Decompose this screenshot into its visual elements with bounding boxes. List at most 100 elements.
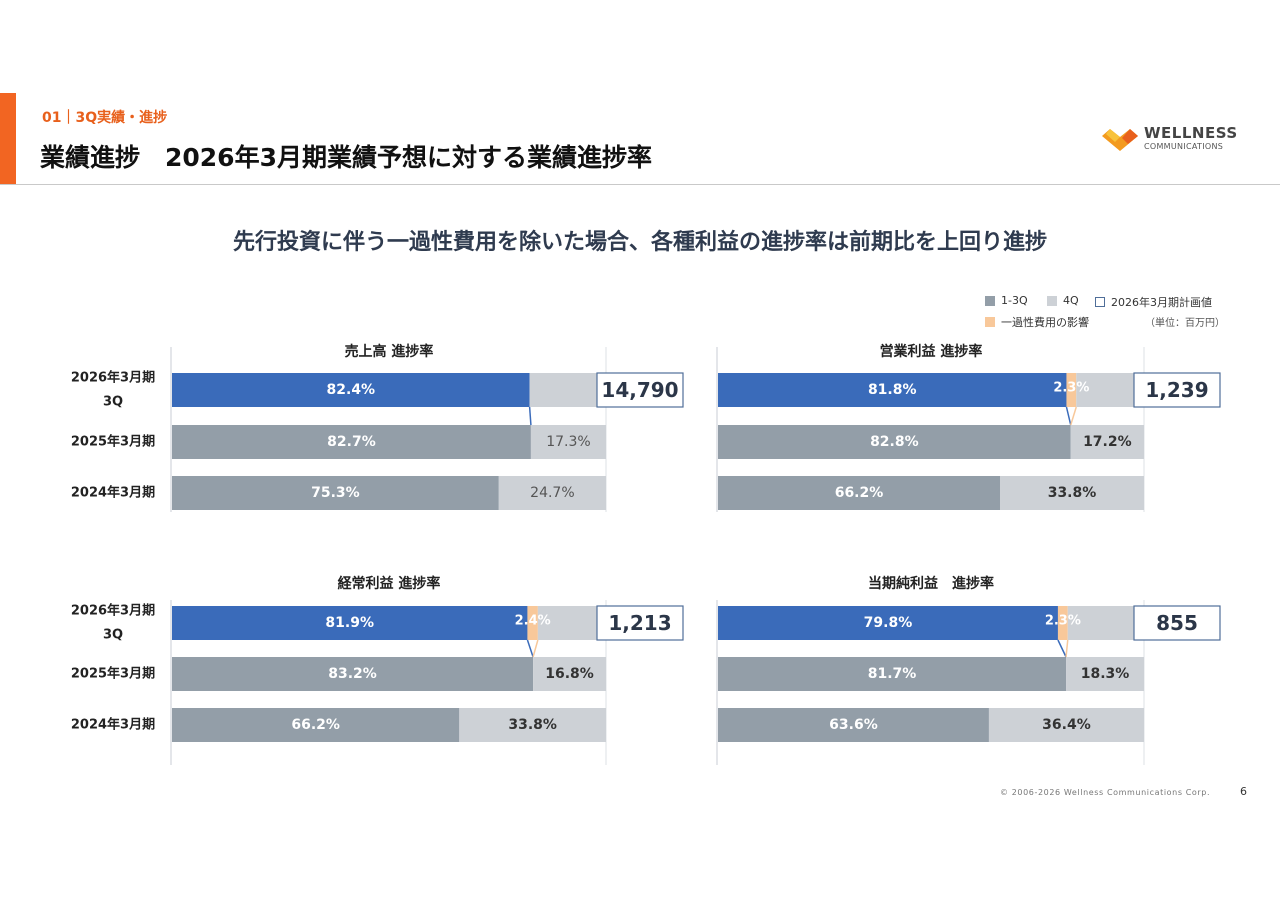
company-logo: WELLNESS COMMUNICATIONS: [1100, 124, 1250, 156]
plan-value-box: [1133, 372, 1221, 408]
logo-mark-icon: [1102, 129, 1138, 151]
headline: 先行投資に伴う一過性費用を除いた場合、各種利益の進捗率は前期比を上回り進捗: [232, 230, 1047, 255]
bar-4q: [1067, 606, 1144, 640]
chart-title: 経常利益 進捗率: [338, 575, 441, 592]
legend-swatch-q4: [1047, 295, 1057, 306]
bar-onetime-cost: [1057, 606, 1068, 640]
data-label-4q: 24.7%: [530, 485, 574, 501]
chart-title: 当期純利益 進捗率: [868, 575, 994, 592]
legend-label-onetime: 一過性費用の影響: [1001, 316, 1089, 329]
bar-1-3q: [172, 606, 528, 640]
category-label: 2024年3月期: [71, 485, 155, 501]
section-label: 01｜3Q実績・進捗: [42, 110, 168, 126]
logo-wordmark: WELLNESS: [1144, 124, 1238, 142]
legend-label-plan: 2026年3月期計画値: [1111, 296, 1212, 309]
legend-swatch-onetime: [985, 317, 995, 327]
data-label-onetime: 2.3%: [1053, 381, 1089, 396]
data-label-1-3q: 81.7%: [868, 666, 917, 682]
bar-onetime-cost: [1066, 373, 1077, 407]
data-label-1-3q: 81.9%: [325, 615, 374, 631]
data-label-1-3q: 81.8%: [868, 382, 917, 398]
bar-1-3q: [718, 708, 989, 742]
data-label-4q: 33.8%: [508, 717, 557, 733]
chart-title: 営業利益 進捗率: [880, 343, 983, 360]
bar-1-3q: [718, 657, 1067, 691]
data-label-onetime: 2.4%: [515, 614, 551, 629]
legend-item-q13: 1-3Q: [985, 294, 1028, 307]
connector-1-3q: [1065, 406, 1072, 426]
bar-4q: [530, 425, 606, 459]
bar-4q: [537, 606, 606, 640]
data-label-1-3q: 83.2%: [328, 666, 377, 682]
bar-1-3q: [718, 425, 1071, 459]
plan-value-label: 855: [1156, 611, 1198, 635]
data-label-onetime: 2.3%: [1045, 614, 1081, 629]
data-label-4q: 17.3%: [546, 434, 590, 450]
bar-1-3q: [718, 606, 1058, 640]
bar-1-3q: [172, 373, 530, 407]
bar-1-3q: [718, 373, 1067, 407]
bar-4q: [1066, 657, 1144, 691]
unit-label: （単位：百万円）: [1145, 318, 1225, 329]
bar-4q: [1076, 373, 1144, 407]
bar-1-3q: [172, 657, 534, 691]
connector-1-3q: [1057, 639, 1067, 658]
bar-4q: [533, 657, 606, 691]
category-label: 2026年3月期: [71, 370, 155, 386]
bar-onetime-cost: [527, 606, 538, 640]
plan-value-label: 1,213: [608, 611, 671, 635]
bar-4q: [529, 373, 606, 407]
legend-item-onetime: 一過性費用の影響: [985, 314, 1089, 330]
connector-1-3q: [528, 406, 532, 426]
bar-1-3q: [718, 476, 1001, 510]
bar-4q: [988, 708, 1144, 742]
page-title: 業績進捗 2026年3月期業績予想に対する業績進捗率: [40, 143, 652, 172]
data-label-4q: 16.8%: [545, 666, 594, 682]
connector-onetime: [532, 639, 539, 658]
data-label-4q: 17.2%: [1083, 434, 1132, 450]
bar-4q: [1070, 425, 1144, 459]
category-label: 2024年3月期: [71, 717, 155, 733]
connector-onetime: [1070, 406, 1077, 426]
data-label-1-3q: 82.7%: [327, 434, 376, 450]
legend-item-q4: 4Q: [1047, 294, 1079, 307]
legend-label-q13: 1-3Q: [1001, 294, 1028, 307]
category-label: 3Q: [103, 628, 123, 643]
category-label: 2026年3月期: [71, 603, 155, 619]
bar-1-3q: [172, 476, 499, 510]
bar-1-3q: [172, 425, 531, 459]
accent-bar: [0, 93, 16, 185]
data-label-1-3q: 66.2%: [835, 485, 884, 501]
legend-item-plan: 2026年3月期計画値: [1095, 294, 1212, 310]
connector-onetime: [1065, 639, 1069, 658]
data-label-1-3q: 75.3%: [311, 485, 360, 501]
plan-value-box: [596, 372, 684, 408]
bar-4q: [459, 708, 606, 742]
data-label-1-3q: 82.4%: [327, 382, 376, 398]
data-label-4q: 36.4%: [1042, 717, 1091, 733]
bar-1-3q: [172, 708, 460, 742]
chart-title: 売上高 進捗率: [345, 343, 434, 360]
data-label-4q: 33.8%: [1048, 485, 1097, 501]
bar-4q: [498, 476, 606, 510]
logo-subtext: COMMUNICATIONS: [1144, 142, 1224, 151]
chart-legend: 1-3Q 4Q 2026年3月期計画値 一過性費用の影響 （単位：百万円）: [985, 294, 1245, 334]
page-number: 6: [1240, 785, 1247, 798]
category-label: 3Q: [103, 395, 123, 410]
data-label-4q: 18.3%: [1081, 666, 1130, 682]
category-label: 2025年3月期: [71, 666, 155, 682]
header-divider: [0, 184, 1280, 185]
plan-value-box: [596, 605, 684, 641]
data-label-1-3q: 82.8%: [870, 434, 919, 450]
legend-swatch-plan: [1095, 297, 1105, 307]
legend-swatch-q13: [985, 295, 995, 306]
connector-1-3q: [526, 639, 534, 658]
bar-4q: [1000, 476, 1144, 510]
data-label-1-3q: 79.8%: [864, 615, 913, 631]
data-label-1-3q: 63.6%: [829, 717, 878, 733]
plan-value-label: 1,239: [1145, 378, 1208, 402]
data-label-1-3q: 66.2%: [291, 717, 340, 733]
category-label: 2025年3月期: [71, 434, 155, 450]
plan-value-label: 14,790: [601, 378, 678, 402]
